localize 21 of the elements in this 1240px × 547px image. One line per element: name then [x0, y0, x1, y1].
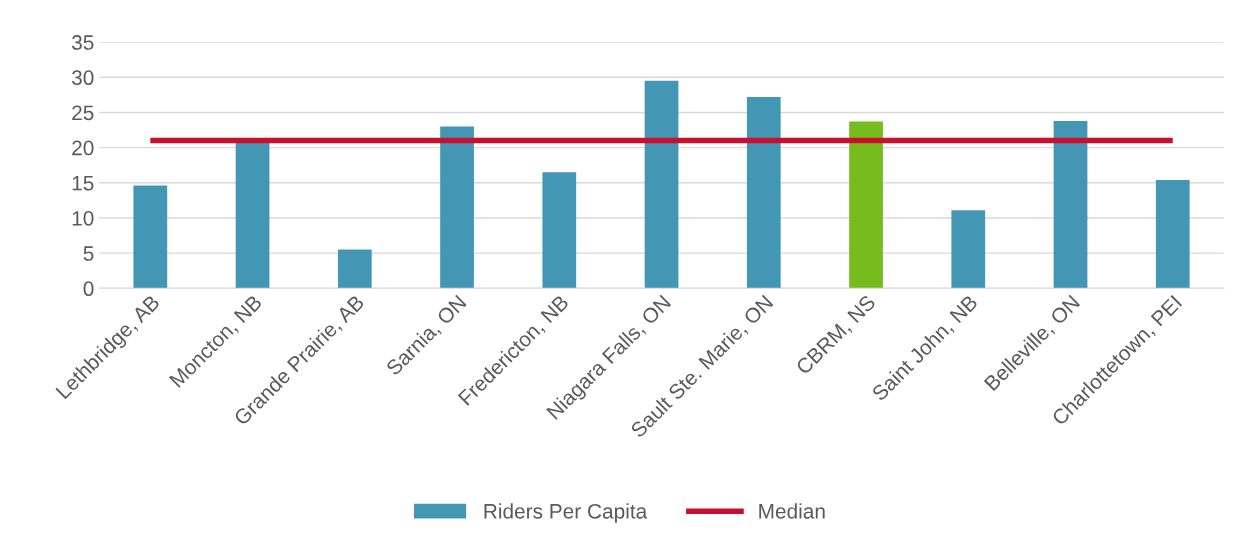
bar	[133, 185, 168, 289]
bar	[235, 140, 270, 289]
y-tick-label: 0	[83, 281, 94, 297]
bar	[849, 121, 883, 289]
y-tick-label: 10	[72, 210, 94, 226]
bar	[746, 96, 781, 289]
bar	[1155, 179, 1190, 289]
y-tick-label: 25	[72, 105, 94, 121]
bar	[644, 80, 679, 289]
legend-label: Median	[759, 503, 825, 519]
y-tick-label: 30	[71, 70, 94, 86]
y-tick-label: 15	[72, 175, 94, 191]
bar	[440, 126, 474, 289]
y-tick-label: 5	[83, 246, 94, 261]
legend-label: Riders Per Capita	[484, 503, 648, 523]
bar	[337, 249, 372, 289]
bar	[542, 172, 577, 289]
y-tick-label: 20	[72, 140, 94, 156]
bar	[951, 210, 986, 289]
bar	[1053, 120, 1088, 289]
y-tick-label: 35	[71, 35, 94, 50]
